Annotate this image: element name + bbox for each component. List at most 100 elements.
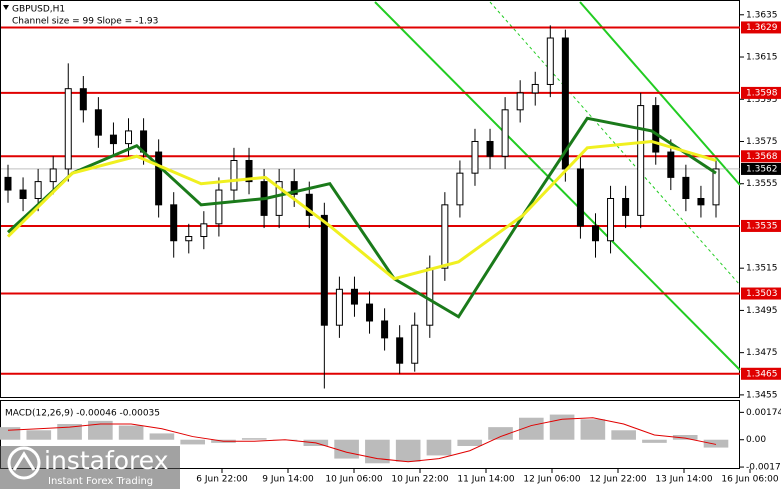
macd-bar (642, 439, 667, 443)
macd-bar (0, 427, 21, 440)
candle-body (366, 303, 374, 322)
macd-bar (672, 435, 698, 440)
candle-body (64, 88, 72, 170)
macd-signal (7, 417, 717, 463)
level-label: 1.3503 (746, 289, 778, 299)
level-label: 1.3535 (746, 221, 778, 231)
logo-backdrop (0, 446, 180, 489)
candle-body (109, 134, 117, 145)
candle-body (607, 198, 615, 242)
candle-body (576, 168, 584, 227)
moving-average (6, 116, 717, 319)
macd-bar (488, 427, 513, 440)
candle-body (230, 159, 238, 191)
candle-body (667, 151, 675, 178)
macd-y-tick-label: 0.00174 (746, 408, 781, 418)
candle-body (531, 83, 539, 94)
macd-y-tick-label: -0.00174 (746, 463, 781, 473)
candle-body (200, 223, 208, 238)
macd-title: MACD(12,26,9) -0.00046 -0.00035 (5, 409, 160, 419)
current-price-box (741, 162, 781, 175)
candle-body (19, 189, 27, 200)
y-tick-label: 1.3635 (746, 10, 778, 20)
candle-body (320, 214, 328, 326)
logo: instaforex Instant Forex Trading (0, 446, 180, 489)
channel-mid (489, 1, 741, 286)
candle-body (637, 105, 645, 216)
logo-icon (7, 446, 41, 480)
macd-bar (88, 420, 113, 440)
candle-body (471, 140, 479, 174)
candle-body (155, 151, 163, 206)
macd-bar (118, 425, 144, 440)
y-tick-label: 1.3595 (746, 95, 778, 105)
chart-title: GBPUSD,H1 (12, 5, 65, 15)
current-price-label: 1.3562 (746, 164, 778, 174)
candle-body (411, 324, 419, 364)
level-label: 1.3568 (746, 152, 778, 162)
y-tick-label: 1.3475 (746, 348, 778, 358)
level-label: 1.3629 (746, 23, 778, 33)
candle-body (591, 225, 599, 242)
candle-body (275, 181, 283, 216)
y-tick-label: 1.3575 (746, 137, 778, 147)
candle-body (305, 193, 313, 216)
y-tick-label: 1.3495 (746, 306, 778, 316)
candle-body (712, 168, 720, 206)
candle-body (79, 88, 87, 111)
candle-body (125, 130, 133, 145)
level-label-box (741, 219, 781, 232)
x-tick-label: 9 Jun 14:00 (262, 475, 314, 485)
level-label-box (741, 21, 781, 34)
candle-body (381, 320, 389, 339)
x-tick-label: 13 Jun 14:00 (655, 475, 712, 485)
candle-body (546, 37, 554, 85)
candle-body (622, 198, 630, 216)
logo-name: instaforex (44, 446, 169, 475)
candle-body (215, 189, 223, 225)
main-panel-frame (0, 0, 740, 398)
x-tick-label: 16 Jun 06:00 (721, 475, 778, 485)
x-tick-label: 12 Jun 22:00 (589, 475, 646, 485)
y-tick-label: 1.3555 (746, 179, 778, 189)
level-label-box (741, 150, 781, 163)
level-label-box (741, 86, 781, 99)
candle-body (516, 92, 524, 111)
candle-body (697, 198, 705, 206)
logo-tagline: Instant Forex Trading (48, 476, 153, 487)
y-tick-label: 1.3615 (746, 53, 778, 63)
macd-bar (518, 417, 544, 440)
candle-body (501, 109, 509, 157)
candle-body (49, 168, 57, 183)
channel-line (374, 1, 741, 371)
candle-body (185, 236, 193, 242)
macd-bar (149, 433, 175, 440)
level-label: 1.3598 (746, 88, 778, 98)
chart-subtitle: Channel size = 99 Slope = -1.93 (12, 17, 158, 27)
candle-body (245, 159, 253, 183)
candle-body (396, 337, 404, 364)
macd-bar (426, 439, 452, 456)
y-tick-label: 1.3455 (746, 390, 778, 400)
macd-bar (580, 419, 606, 440)
x-tick-label: 10 Jun 22:00 (391, 475, 448, 485)
x-tick-label: 11 Jun 14:00 (457, 475, 514, 485)
macd-bar (395, 439, 421, 462)
x-tick-label: 12 Jun 06:00 (523, 475, 580, 485)
candle-body (486, 140, 494, 157)
y-tick-label: 1.3515 (746, 264, 778, 274)
x-tick-label: 6 Jun 22:00 (196, 475, 248, 485)
candle-body (4, 176, 12, 191)
macd-bar (26, 430, 52, 440)
candle-body (290, 181, 298, 195)
level-label: 1.3465 (746, 369, 778, 379)
candle-body (335, 288, 343, 326)
macd-bar (611, 430, 636, 440)
candle-body (170, 204, 178, 242)
candle-body (682, 176, 690, 200)
moving-average (6, 139, 717, 281)
x-tick-label: 10 Jun 06:00 (325, 475, 382, 485)
macd-bar (180, 439, 206, 445)
candle-body (426, 267, 434, 326)
